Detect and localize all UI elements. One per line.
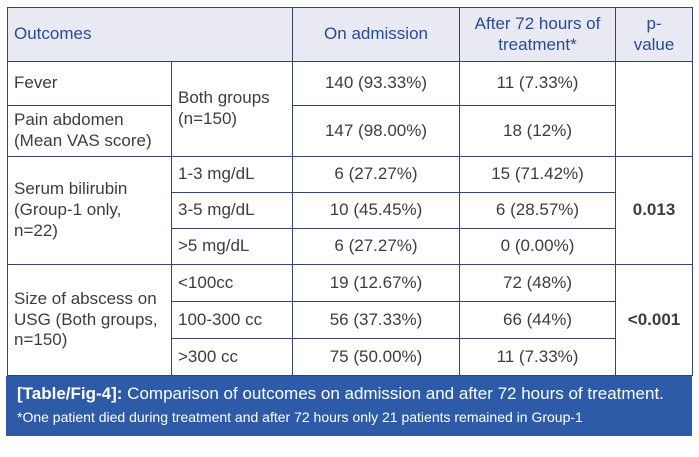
cell-bilirubin-range-2: 3-5 mg/dL xyxy=(170,192,294,229)
figure-page: Outcomes On admission After 72 hours of … xyxy=(6,7,694,436)
cell-bilirubin-after-2: 6 (28.57%) xyxy=(459,192,617,229)
cell-abscess-admission-2: 56 (37.33%) xyxy=(292,301,461,339)
cell-abscess-after-3: 11 (7.33%) xyxy=(459,338,617,376)
table-row-abscess-1: Size of abscess on USG (Both groups, n=1… xyxy=(7,264,694,376)
table-row-pain-abdomen: Pain abdomen (Mean VAS score) 147 (98.00… xyxy=(7,105,693,157)
cell-abscess-label: Size of abscess on USG (Both groups, n=1… xyxy=(7,264,172,376)
caption-text: Comparison of outcomes on admission and … xyxy=(122,384,664,403)
table-row-bilirubin-2: 3-5 mg/dL 10 (45.45%) 6 (28.57%) xyxy=(8,192,693,229)
table-row-bilirubin-3: >5 mg/dL 6 (27.27%) 0 (0.00%) xyxy=(8,228,693,265)
table-row-bilirubin-1: Serum bilirubin (Group-1 only, n=22) 1-3… xyxy=(7,156,694,265)
cell-abscess-after-2: 66 (44%) xyxy=(459,301,617,339)
cell-abscess-range-2: 100-300 cc xyxy=(170,301,294,339)
cell-pain-admission: 147 (98.00%) xyxy=(292,105,461,157)
header-cell-on-admission: On admission xyxy=(292,7,461,62)
cell-both-groups: Both groups (n=150) xyxy=(170,61,294,157)
caption-bar: [Table/Fig-4]: Comparison of outcomes on… xyxy=(6,376,692,436)
p-value-line2: value xyxy=(633,34,675,54)
cell-fever-label: Fever xyxy=(7,61,172,106)
table-row-fever: Fever Both groups (n=150) 140 (93.33%) 1… xyxy=(7,61,694,157)
table-row-abscess-3: >300 cc 75 (50.00%) 11 (7.33%) xyxy=(8,338,693,376)
cell-pain-label: Pain abdomen (Mean VAS score) xyxy=(7,105,172,157)
cell-bilirubin-label: Serum bilirubin (Group-1 only, n=22) xyxy=(7,156,172,265)
cell-fever-after: 11 (7.33%) xyxy=(459,61,617,106)
cell-pain-after: 18 (12%) xyxy=(459,105,617,157)
cell-abscess-after-1: 72 (48%) xyxy=(459,264,617,302)
p-value-line1: p- xyxy=(646,13,662,33)
cell-bilirubin-admission-1: 6 (27.27%) xyxy=(292,156,461,193)
cell-abscess-range-1: <100cc xyxy=(170,264,294,302)
caption-title: [Table/Fig-4]: Comparison of outcomes on… xyxy=(17,383,681,405)
cell-bilirubin-after-1: 15 (71.42%) xyxy=(459,156,617,193)
cell-abscess-pvalue: <0.001 xyxy=(615,264,694,376)
cell-abscess-admission-1: 19 (12.67%) xyxy=(292,264,461,302)
cell-abscess-admission-3: 75 (50.00%) xyxy=(292,338,461,376)
cell-fever-admission: 140 (93.33%) xyxy=(292,61,461,106)
cell-bilirubin-admission-2: 10 (45.45%) xyxy=(292,192,461,229)
header-cell-after-72: After 72 hours of treatment* xyxy=(459,7,617,62)
cell-fever-pain-pvalue xyxy=(615,61,694,157)
header-cell-outcomes: Outcomes xyxy=(6,7,294,62)
cell-abscess-range-3: >300 cc xyxy=(170,338,294,376)
caption-figure-label: [Table/Fig-4]: xyxy=(17,384,123,403)
table-header-row: Outcomes On admission After 72 hours of … xyxy=(6,7,694,62)
cell-bilirubin-after-3: 0 (0.00%) xyxy=(459,228,617,265)
cell-bilirubin-admission-3: 6 (27.27%) xyxy=(292,228,461,265)
cell-bilirubin-range-1: 1-3 mg/dL xyxy=(170,156,294,193)
header-cell-p-value: p- value xyxy=(615,7,694,62)
caption-footnote: *One patient died during treatment and a… xyxy=(17,409,583,426)
outcomes-table: Outcomes On admission After 72 hours of … xyxy=(6,7,694,376)
cell-bilirubin-range-3: >5 mg/dL xyxy=(170,228,294,265)
table-row-abscess-2: 100-300 cc 56 (37.33%) 66 (44%) xyxy=(8,301,693,339)
cell-bilirubin-pvalue: 0.013 xyxy=(615,156,694,265)
